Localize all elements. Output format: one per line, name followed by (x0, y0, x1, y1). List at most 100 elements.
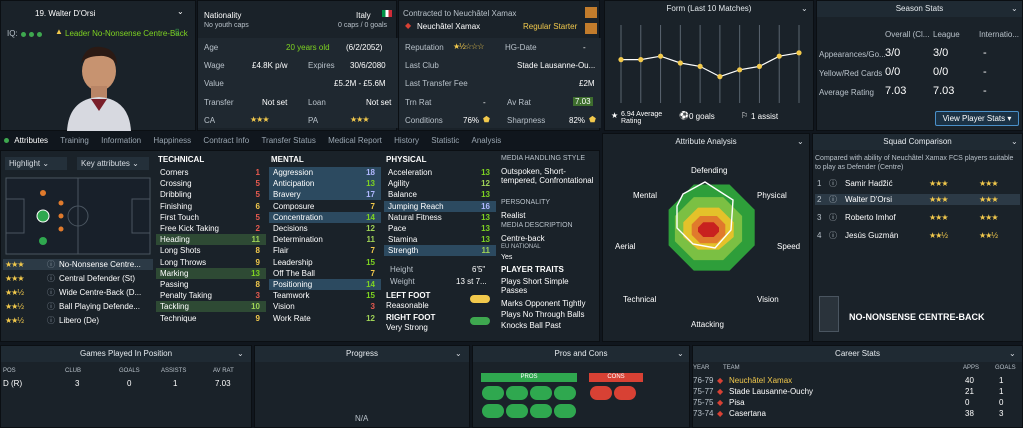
tab-statistic[interactable]: Statistic (431, 136, 460, 145)
career-row[interactable]: 75-77 ◆ Stade Lausanne-Ouchy 21 1 (693, 386, 1023, 397)
tab-transfer-status[interactable]: Transfer Status (261, 136, 316, 145)
attribute-row[interactable]: Jumping Reach 16 (384, 200, 496, 212)
pro-icon[interactable] (506, 386, 528, 400)
chevron-down-icon[interactable]: ⌄ (1009, 349, 1016, 358)
tab-medical-report[interactable]: Medical Report (328, 136, 382, 145)
form-point[interactable] (756, 63, 763, 69)
tab-history[interactable]: History (394, 136, 420, 145)
position-item[interactable]: ★★½ ⓘ Ball Playing Defende... (3, 301, 153, 312)
form-point[interactable] (796, 50, 802, 56)
attribute-row[interactable]: Dribbling 5 (156, 189, 266, 200)
con-icon[interactable] (590, 386, 612, 400)
trait-item[interactable]: Plays No Through Balls (501, 310, 585, 319)
key-attributes-dropdown[interactable]: Key attributes ⌄ (77, 157, 149, 170)
attribute-row[interactable]: Finishing 6 (156, 201, 266, 212)
attribute-row[interactable]: Work Rate 12 (269, 313, 381, 324)
attribute-row[interactable]: Vision 3 (269, 301, 381, 312)
career-team[interactable]: Pisa (729, 398, 745, 407)
pro-icon[interactable] (530, 386, 552, 400)
pro-icon[interactable] (530, 404, 552, 418)
attribute-row[interactable]: Technique 9 (156, 313, 266, 324)
player-name[interactable]: 19. Walter D'Orsi (35, 9, 96, 18)
tab-attributes[interactable]: Attributes (14, 136, 49, 145)
career-row[interactable]: 73-74 ◆ Casertana 38 3 (693, 408, 1023, 419)
form-point[interactable] (776, 53, 782, 59)
attribute-row[interactable]: Concentration 14 (269, 211, 381, 223)
pro-icon[interactable] (482, 386, 504, 400)
attribute-row[interactable]: Teamwork 15 (269, 290, 381, 301)
attribute-row[interactable]: Long Shots 8 (156, 245, 266, 256)
attribute-row[interactable]: Leadership 15 (269, 257, 381, 268)
chevron-down-icon[interactable]: ⌄ (237, 349, 244, 358)
tab-training[interactable]: Training (60, 136, 89, 145)
pro-icon[interactable] (554, 404, 576, 418)
attribute-row[interactable]: Positioning 14 (269, 279, 381, 290)
career-team[interactable]: Neuchâtel Xamax (729, 376, 793, 385)
last-club-value[interactable]: Stade Lausanne-Ou... (517, 61, 596, 70)
attribute-row[interactable]: Agility 12 (384, 178, 496, 189)
attribute-row[interactable]: Anticipation 13 (269, 178, 381, 190)
attribute-row[interactable]: Heading 11 (156, 234, 266, 246)
highlight-dropdown[interactable]: Highlight ⌄ (5, 157, 67, 170)
trait-item[interactable]: Plays Short Simple Passes (501, 277, 569, 295)
attribute-row[interactable]: Tackling 10 (156, 301, 266, 313)
pro-icon[interactable] (554, 386, 576, 400)
tab-analysis[interactable]: Analysis (471, 136, 502, 145)
attribute-row[interactable]: Corners 1 (156, 167, 266, 178)
attribute-row[interactable]: Composure 7 (269, 201, 381, 212)
attribute-row[interactable]: Crossing 5 (156, 178, 266, 189)
form-point[interactable] (697, 63, 703, 69)
attribute-row[interactable]: Aggression 18 (269, 167, 381, 178)
squad-row[interactable]: 1 ⓘ Samir Hadžić ★★★ ★★★ (815, 178, 1020, 189)
tab-happiness[interactable]: Happiness (153, 136, 192, 145)
squad-row[interactable]: 4 ⓘ Jesús Guzmán ★★½ ★★½ (815, 230, 1020, 241)
career-team[interactable]: Stade Lausanne-Ouchy (729, 387, 814, 396)
form-point[interactable] (657, 53, 664, 59)
form-point[interactable] (737, 67, 743, 73)
form-point[interactable] (618, 57, 624, 63)
chevron-down-icon[interactable]: ⌄ (677, 349, 684, 358)
attribute-row[interactable]: Penalty Taking 3 (156, 290, 266, 301)
club-name[interactable]: Neuchâtel Xamax (417, 22, 481, 31)
tab-contract-info[interactable]: Contract Info (203, 136, 250, 145)
trait-item[interactable]: Marks Opponent Tightly (501, 299, 586, 308)
attribute-row[interactable]: Marking 13 (156, 267, 266, 279)
career-team[interactable]: Casertana (729, 409, 766, 418)
form-point[interactable] (638, 57, 644, 63)
attribute-row[interactable]: Natural Fitness 13 (384, 212, 496, 223)
squad-row[interactable]: 2 ⓘ Walter D'Orsi ★★★ ★★★ (815, 194, 1020, 205)
con-icon[interactable] (614, 386, 636, 400)
chevron-down-icon[interactable]: ⌄ (1011, 137, 1018, 146)
career-row[interactable]: 75-75 ◆ Pisa 0 0 (693, 397, 1023, 408)
attribute-row[interactable]: Pace 13 (384, 223, 496, 234)
attribute-row[interactable]: Off The Ball 7 (269, 268, 381, 279)
nationality-value[interactable]: Italy (356, 11, 371, 20)
pro-icon[interactable] (482, 404, 504, 418)
chevron-down-icon[interactable]: ⌄ (177, 7, 184, 16)
attribute-row[interactable]: Bravery 17 (269, 189, 381, 201)
pro-icon[interactable] (506, 404, 528, 418)
position-item[interactable]: ★★½ ⓘ Libero (De) (3, 315, 153, 326)
position-item[interactable]: ★★★ ⓘ No-Nonsense Centre... (3, 259, 153, 270)
career-row[interactable]: 76-79 ◆ Neuchâtel Xamax 40 1 (693, 375, 1023, 386)
clipboard-icon[interactable]: ▯ (175, 27, 180, 36)
attribute-row[interactable]: Stamina 13 (384, 234, 496, 245)
position-item[interactable]: ★★½ ⓘ Wide Centre-Back (D... (3, 287, 153, 298)
tab-information[interactable]: Information (101, 136, 142, 145)
fa-badge[interactable] (585, 23, 597, 34)
chevron-down-icon[interactable]: ⌄ (797, 137, 804, 146)
chevron-down-icon[interactable]: ⌄ (801, 4, 808, 13)
attribute-row[interactable]: Decisions 12 (269, 223, 381, 234)
attribute-row[interactable]: Acceleration 13 (384, 167, 496, 178)
attribute-row[interactable]: Passing 8 (156, 279, 266, 290)
attribute-row[interactable]: Balance 13 (384, 189, 496, 200)
chevron-down-icon[interactable]: ⌄ (1011, 4, 1018, 13)
trait-item[interactable]: Knocks Ball Past (501, 321, 562, 330)
position-item[interactable]: ★★★ ⓘ Central Defender (St) (3, 273, 153, 284)
attribute-row[interactable]: Determination 11 (269, 234, 381, 245)
attribute-row[interactable]: Long Throws 9 (156, 257, 266, 268)
squad-row[interactable]: 3 ⓘ Roberto Imhof ★★★ ★★★ (815, 212, 1020, 223)
form-point[interactable] (677, 60, 683, 66)
attribute-row[interactable]: Free Kick Taking 2 (156, 223, 266, 234)
attribute-row[interactable]: Strength 11 (384, 245, 496, 257)
